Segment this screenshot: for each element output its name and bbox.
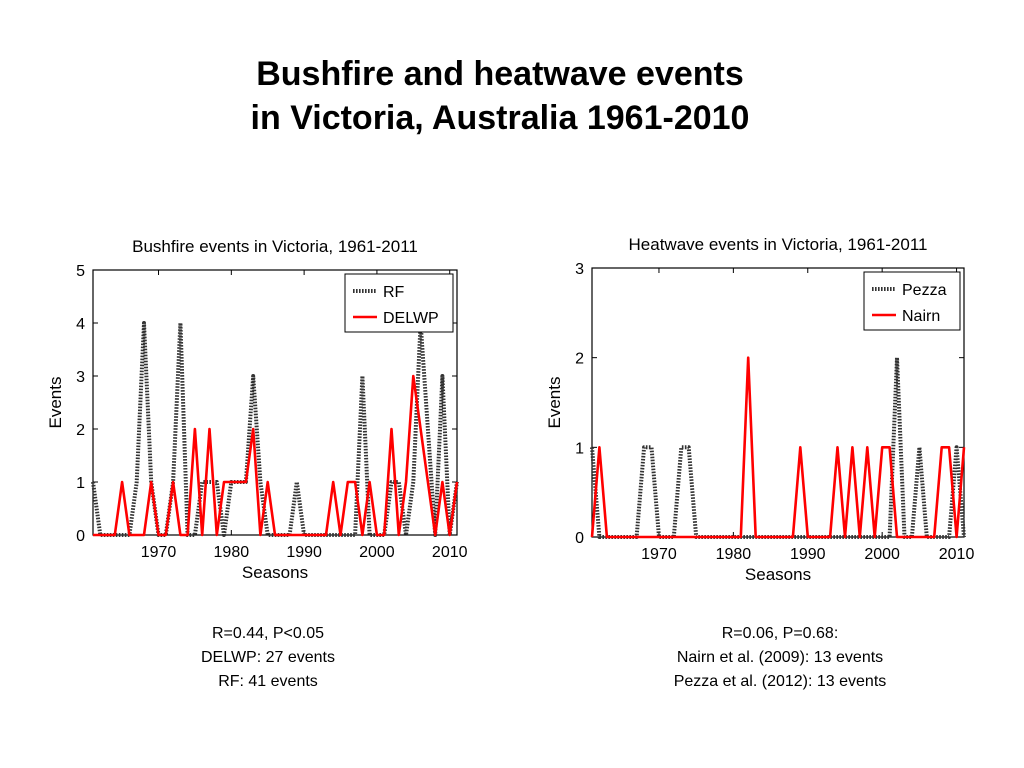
y-tick-label: 4 <box>76 316 85 333</box>
legend-box <box>863 271 961 331</box>
x-tick-label: 1990 <box>286 544 322 561</box>
y-tick-label: 3 <box>575 261 584 278</box>
x-tick-label: 2010 <box>432 544 468 561</box>
series-line-pezza <box>590 355 966 539</box>
slide-title: Bushfire and heatwave events in Victoria… <box>150 52 850 140</box>
x-tick-label: 2000 <box>864 546 900 563</box>
y-tick-label: 5 <box>76 263 85 280</box>
caption-line: R=0.06, P=0.68: <box>721 625 839 642</box>
y-tick-label: 2 <box>575 351 584 368</box>
caption-line: Nairn et al. (2009): 13 events <box>676 649 884 666</box>
y-tick-label: 0 <box>575 530 584 547</box>
y-axis-label: Events <box>46 377 65 429</box>
chart-title: Heatwave events in Victoria, 1961-2011 <box>629 235 928 254</box>
caption-bushfire: R=0.44, P<0.05 DELWP: 27 events RF: 41 e… <box>88 622 448 694</box>
y-tick-label: 1 <box>575 440 584 457</box>
legend-box <box>344 273 454 333</box>
x-tick-label: 1980 <box>716 546 752 563</box>
series-line-nairn <box>590 356 966 539</box>
y-tick-label: 3 <box>76 369 85 386</box>
x-tick-label: 1970 <box>641 546 677 563</box>
series-line-delwp <box>93 374 459 537</box>
caption-heatwave: R=0.06, P=0.68: Nairn et al. (2009): 13 … <box>600 622 960 694</box>
x-tick-label: 1970 <box>141 544 177 561</box>
slide-title-line-2: in Victoria, Australia 1961-2010 <box>250 99 750 137</box>
chart-title: Bushfire events in Victoria, 1961-2011 <box>132 237 418 256</box>
legend-label-pezza: Pezza <box>902 282 947 299</box>
slide-title-line-1: Bushfire and heatwave events <box>256 55 744 93</box>
caption-line: RF: 41 events <box>218 673 318 690</box>
x-axis-label: Seasons <box>242 563 308 582</box>
legend-label-nairn: Nairn <box>902 308 940 325</box>
y-tick-label: 2 <box>76 422 85 439</box>
caption-line: DELWP: 27 events <box>201 649 335 666</box>
legend-label-rf: RF <box>383 284 405 301</box>
x-tick-label: 2000 <box>359 544 395 561</box>
caption-line: R=0.44, P<0.05 <box>211 625 325 642</box>
y-tick-label: 1 <box>76 475 85 492</box>
y-axis-label: Events <box>545 377 564 429</box>
caption-line: Pezza et al. (2012): 13 events <box>673 673 887 690</box>
legend-label-delwp: DELWP <box>383 310 439 327</box>
x-axis-label: Seasons <box>745 565 811 584</box>
y-tick-label: 0 <box>76 528 85 545</box>
x-tick-label: 1980 <box>214 544 250 561</box>
x-tick-label: 1990 <box>790 546 826 563</box>
x-tick-label: 2010 <box>939 546 975 563</box>
